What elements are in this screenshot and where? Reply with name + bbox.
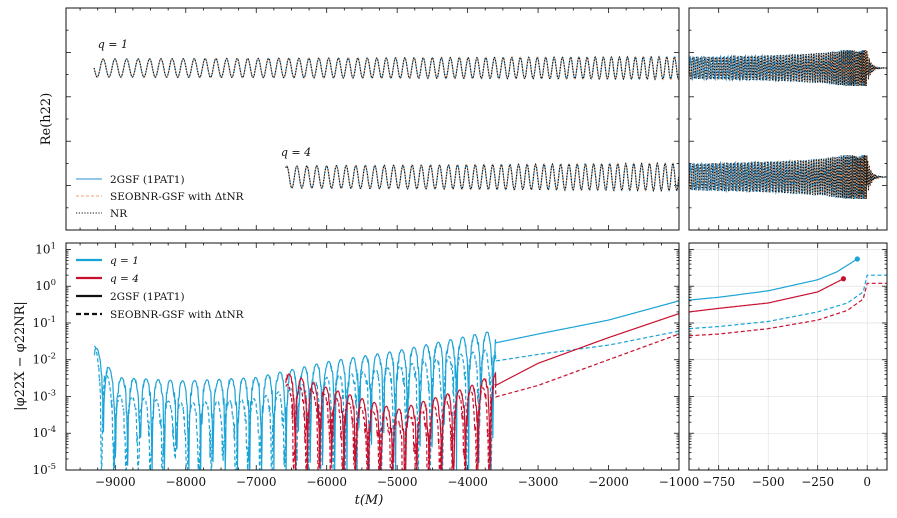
curve-q4-seobnr-right <box>689 282 887 337</box>
curve-q4-2gsf-right <box>688 278 844 313</box>
x-tick-label: −7000 <box>236 475 277 489</box>
curve-q4-2gsf <box>285 313 680 471</box>
x-tick-label: −3000 <box>518 475 559 489</box>
legend-entry: SEOBNR-GSF with ΔtNR <box>110 191 245 203</box>
panel-frame <box>688 242 888 471</box>
y-axis-label-bottom: |φ22X − φ22NR| <box>13 301 28 411</box>
annotation-q1: q = 1 <box>98 38 128 51</box>
legend-entry: 2GSF (1PAT1) <box>110 174 185 186</box>
x-tick-label: −5000 <box>377 475 418 489</box>
x-tick-label: −4000 <box>447 475 488 489</box>
x-tick-label: −9000 <box>95 475 136 489</box>
curve-q1-2gsf-right <box>688 258 858 301</box>
x-tick-label: −8000 <box>165 475 206 489</box>
legend-entry: 2GSF (1PAT1) <box>110 291 185 303</box>
end-marker <box>840 276 847 282</box>
y-tick-label: 101 <box>35 241 56 256</box>
y-tick-label: 10-5 <box>32 462 56 477</box>
curve-q1-2gsf <box>93 300 680 471</box>
x-tick-label: −1000 <box>659 475 700 489</box>
y-axis-label-top: Re(h22) <box>39 93 54 146</box>
panel-frame <box>688 7 888 231</box>
waveform-seobnr-left <box>93 55 679 81</box>
x-axis-label: t(M) <box>355 493 384 508</box>
panel-frame <box>65 242 680 471</box>
waveform-nr-left <box>93 55 679 81</box>
x-tick-label: −250 <box>801 475 834 489</box>
curve-q1-seobnr-right <box>688 274 887 330</box>
x-tick-label: −2000 <box>588 475 629 489</box>
x-tick-label: −750 <box>702 475 735 489</box>
y-tick-label: 10-3 <box>32 388 56 403</box>
waveform-nr-right <box>688 154 887 200</box>
legend-entry: q = 4 <box>110 273 139 285</box>
legend-entry: q = 1 <box>110 255 139 267</box>
y-tick-label: 100 <box>35 278 56 293</box>
x-tick-label: −500 <box>752 475 785 489</box>
curve-q1-seobnr <box>93 330 679 471</box>
curve-q4-seobnr <box>285 333 680 471</box>
x-tick-label: 0 <box>863 475 871 489</box>
y-tick-label: 10-1 <box>32 315 56 330</box>
waveform-nr-right <box>688 49 887 87</box>
y-tick-label: 10-4 <box>32 425 56 440</box>
x-tick-label: −6000 <box>306 475 347 489</box>
legend-entry: SEOBNR-GSF with ΔtNR <box>110 309 245 321</box>
legend-entry: NR <box>110 208 128 220</box>
end-marker <box>854 256 860 262</box>
panel-frame <box>65 7 680 231</box>
y-tick-label: 10-2 <box>32 352 56 367</box>
waveform-2gsf-left <box>285 162 680 193</box>
annotation-q4: q = 4 <box>281 146 311 159</box>
